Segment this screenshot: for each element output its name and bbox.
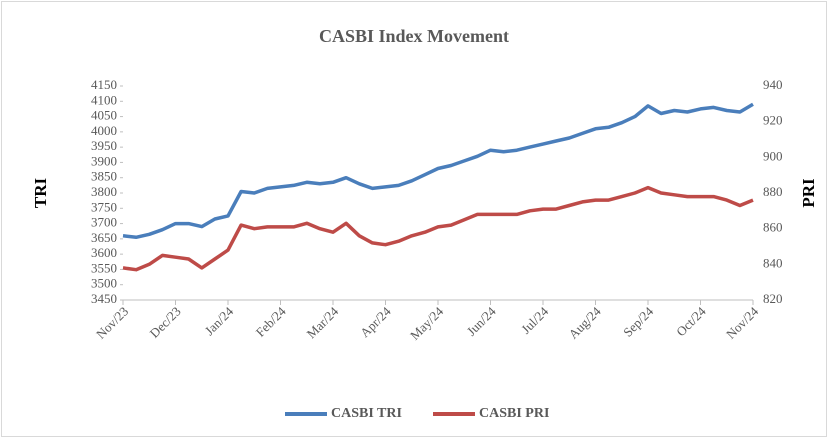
y-tick-label: 4100 bbox=[91, 92, 117, 107]
y2-tick-label: 840 bbox=[763, 255, 783, 270]
y2-tick-label: 860 bbox=[763, 220, 783, 235]
y-tick-label: 3900 bbox=[91, 153, 117, 168]
y2-axis-title: PRI bbox=[799, 178, 818, 208]
y2-tick-label: 940 bbox=[763, 77, 783, 92]
y-tick-label: 3750 bbox=[91, 199, 117, 214]
y-tick-label: 4000 bbox=[91, 123, 117, 138]
legend-label: CASBI TRI bbox=[331, 406, 402, 421]
y-tick-label: 3650 bbox=[91, 230, 117, 245]
legend-label: CASBI PRI bbox=[479, 406, 549, 421]
y-tick-label: 3950 bbox=[91, 138, 117, 153]
y-tick-label: 3700 bbox=[91, 215, 117, 230]
y-tick-label: 3550 bbox=[91, 260, 117, 275]
chart-title: CASBI Index Movement bbox=[319, 26, 509, 46]
y-tick-label: 3450 bbox=[91, 291, 117, 306]
y-tick-label: 3500 bbox=[91, 276, 117, 291]
y2-tick-label: 920 bbox=[763, 113, 783, 128]
line-series bbox=[122, 102, 754, 240]
y2-tick-label: 880 bbox=[763, 184, 783, 199]
line-series bbox=[122, 185, 754, 272]
y-axis-title: TRI bbox=[31, 178, 50, 209]
y2-tick-label: 900 bbox=[763, 148, 783, 163]
y-tick-label: 3600 bbox=[91, 245, 117, 260]
y2-tick-label: 820 bbox=[763, 291, 783, 306]
y-tick-label: 4150 bbox=[91, 77, 117, 92]
y-tick-label: 3800 bbox=[91, 184, 117, 199]
y-tick-label: 4050 bbox=[91, 108, 117, 123]
y-tick-label: 3850 bbox=[91, 169, 117, 184]
